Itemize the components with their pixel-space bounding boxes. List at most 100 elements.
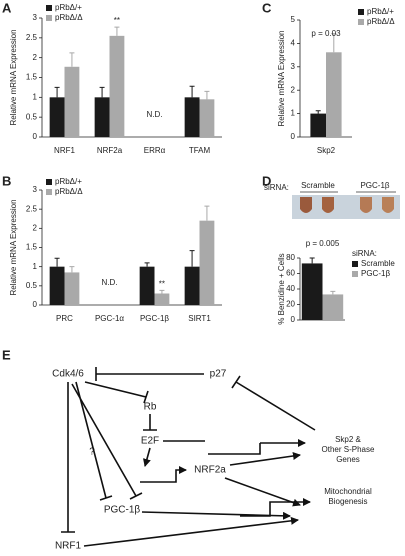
y-tick-label: 0.5 [26,281,38,290]
panel-label: C [262,0,272,15]
error-bar [69,52,75,67]
x-tick-label: NRF1 [54,146,75,155]
y-tick-label: 20 [286,300,295,309]
x-tick-label: ERRα [144,146,166,155]
bar [64,272,80,305]
bar [109,35,125,137]
error-bar [159,289,165,294]
y-tick-label: 60 [286,269,295,278]
bar [326,52,342,137]
image-label: Scramble [301,181,335,190]
node: Skp2 & [335,435,361,444]
error-bar [54,86,60,98]
legend-label: pRbΔ/+ [55,177,82,186]
bar [310,113,326,137]
x-tick-label: PGC-1α [95,314,124,323]
y-tick-label: 2 [33,53,38,62]
y-tick-label: 4 [291,39,296,48]
error-bar [99,86,105,98]
error-bar [330,290,336,295]
error-bar [309,257,315,264]
error-bar [144,262,150,267]
error-bar [69,266,75,273]
bar [301,263,323,320]
annotation: ** [159,280,165,289]
y-tick-label: 80 [286,253,295,262]
y-axis-label: % Benzidine + Cells [277,253,286,324]
x-tick-label: PRC [56,314,73,323]
annotation: p = 0.03 [311,29,341,38]
legend-swatch [46,189,52,195]
error-bar [54,257,60,267]
y-tick-label: 3 [33,13,38,22]
x-tick-label: NRF2a [97,146,123,155]
node: PGC-1β [104,505,141,516]
legend-title: siRNA: [352,249,377,258]
bar [49,266,65,305]
legend-swatch [46,5,52,11]
node: Other S-Phase [322,445,375,454]
annotation: ** [114,16,120,25]
error-bar [204,205,210,221]
bar [199,220,215,305]
node: NRF1 [55,541,82,552]
legend-swatch [46,15,52,21]
y-tick-label: 2 [33,223,38,232]
bar [154,293,170,305]
legend-swatch [46,179,52,185]
error-bar [114,26,120,36]
legend-label: pRbΔ/Δ [367,17,395,26]
error-bar [189,85,195,98]
node: NRF2a [194,465,226,476]
bar [199,99,215,137]
node: Biogenesis [328,497,367,506]
y-tick-label: 5 [291,15,296,24]
y-tick-label: 0 [33,300,38,309]
legend-swatch [358,9,364,15]
legend-label: Scramble [361,259,395,268]
bar [184,266,200,305]
y-tick-label: 3 [291,62,296,71]
y-tick-label: 2.5 [26,204,38,213]
pathway-diagram: Cdk4/6 p27 Rb E2F NRF2a PGC-1β NRF1 Skp2… [52,367,375,552]
legend-swatch [352,261,358,267]
bar [64,66,80,137]
legend-label: PGC-1β [361,269,390,278]
legend-label: pRbΔ/Δ [55,13,83,22]
node: Cdk4/6 [52,369,84,380]
error-bar [315,110,321,114]
node: Mitochondrial [324,487,372,496]
panel-label: E [2,347,11,362]
panel-label: D [262,173,271,188]
image-label: siRNA: [264,183,289,192]
bar [49,97,65,137]
y-tick-label: 2 [291,85,296,94]
y-axis-label: Relative mRNA Expression [277,30,286,126]
error-bar [189,250,195,267]
image-label: PGC-1β [360,181,389,190]
y-tick-label: 0 [291,132,296,141]
annotation: N.D. [102,278,118,287]
node: p27 [210,369,227,380]
x-tick-label: Skp2 [317,146,336,155]
bar [139,266,155,305]
y-axis-label: Relative mRNA Expression [9,29,18,125]
node: Rb [144,402,157,413]
y-axis-label: Relative mRNA Expression [9,199,18,295]
tube-photo: siRNA: Scramble PGC-1β [264,181,400,219]
y-tick-label: 1 [33,92,38,101]
annotation: N.D. [147,110,163,119]
y-tick-label: 1.5 [26,243,38,252]
y-tick-label: 40 [286,284,295,293]
error-bar [204,90,210,100]
x-tick-label: TFAM [189,146,211,155]
x-tick-label: SIRT1 [188,314,211,323]
node: Genes [336,455,360,464]
legend-label: pRbΔ/Δ [55,187,83,196]
legend-swatch [352,271,358,277]
node: ? [89,447,95,458]
y-tick-label: 0.5 [26,112,38,121]
y-tick-label: 1 [291,109,296,118]
legend-label: pRbΔ/+ [55,3,82,12]
